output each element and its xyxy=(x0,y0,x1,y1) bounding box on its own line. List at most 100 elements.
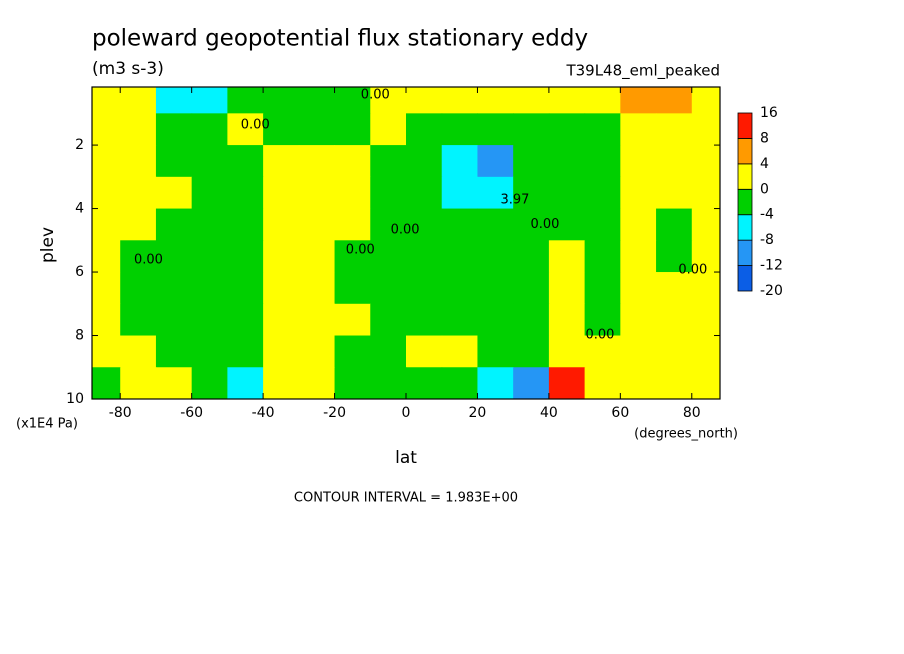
field-cell xyxy=(441,113,478,146)
y-units: (x1E4 Pa) xyxy=(16,417,78,432)
field-cell xyxy=(92,303,121,337)
field-cell xyxy=(370,113,407,146)
colorbar-swatch xyxy=(737,188,753,216)
run-label: T39L48_eml_peaked xyxy=(565,62,720,81)
field-cell xyxy=(584,240,621,273)
field-cell xyxy=(691,303,720,337)
field-cell xyxy=(620,113,657,146)
field-cell xyxy=(691,145,720,178)
field-cell xyxy=(513,335,550,368)
field-cell xyxy=(263,303,300,337)
field-cell xyxy=(513,176,550,210)
field-cell xyxy=(155,176,193,210)
x-tick-label: -40 xyxy=(252,405,275,421)
field-cell xyxy=(191,145,228,178)
field-cell xyxy=(406,272,443,305)
field-cell xyxy=(263,272,300,305)
colorbar-swatch xyxy=(737,138,753,165)
field-cell xyxy=(513,303,550,337)
field-cell xyxy=(406,367,443,399)
x-tick-label: 40 xyxy=(540,405,558,421)
contour-label: 0.00 xyxy=(530,217,559,232)
field-cell xyxy=(370,240,407,273)
field-cell xyxy=(477,335,514,368)
field-cell xyxy=(691,367,720,399)
field-cell xyxy=(441,176,478,210)
y-tick-label: 2 xyxy=(75,137,84,153)
field-cell xyxy=(620,240,657,273)
field-cell xyxy=(548,272,586,305)
field-cell xyxy=(263,145,300,178)
field-cell xyxy=(513,208,550,241)
field-cell xyxy=(334,176,371,210)
contour-label: 0.00 xyxy=(134,252,163,267)
field-cell xyxy=(513,145,550,178)
field-cell xyxy=(263,240,300,273)
field-cell xyxy=(92,113,121,146)
field-cell xyxy=(298,240,336,273)
contour-label: 0.00 xyxy=(678,262,707,277)
field-cell xyxy=(691,113,720,146)
field-cell xyxy=(191,303,228,337)
contour-label: 0.00 xyxy=(391,222,420,237)
field-cell xyxy=(120,145,157,178)
field-cell xyxy=(477,87,514,114)
field-cell xyxy=(334,303,371,337)
field-cell xyxy=(334,113,371,146)
field-cell xyxy=(406,240,443,273)
field-cell xyxy=(441,335,478,368)
field-cell xyxy=(406,335,443,368)
field-cell xyxy=(620,145,657,178)
y-tick-label: 10 xyxy=(66,391,84,407)
field-cell xyxy=(441,240,478,273)
field-cell xyxy=(370,176,407,210)
field-cell xyxy=(548,176,586,210)
field-cell xyxy=(92,367,121,399)
colorbar-label: -20 xyxy=(760,283,783,299)
x-tick-label: -60 xyxy=(180,405,203,421)
colorbar-label: -8 xyxy=(760,232,774,248)
contour-label: 0.00 xyxy=(346,242,375,257)
field-cell xyxy=(120,208,157,241)
field-cell xyxy=(155,335,193,368)
field-cell xyxy=(92,87,121,114)
field-cell xyxy=(477,113,514,146)
field-cell xyxy=(620,335,657,368)
field-cell xyxy=(92,176,121,210)
field-cell xyxy=(548,113,586,146)
field-cell xyxy=(227,240,264,273)
field-cell xyxy=(227,367,264,399)
x-axis-label: lat xyxy=(395,448,417,468)
field-cell xyxy=(120,87,157,114)
field-cell xyxy=(406,145,443,178)
field-cell xyxy=(584,176,621,210)
field-cell xyxy=(477,208,514,241)
colorbar-label: -4 xyxy=(760,207,774,223)
field-cell xyxy=(92,240,121,273)
field-cell xyxy=(691,272,720,305)
field-cell xyxy=(227,272,264,305)
field-cell xyxy=(406,176,443,210)
field-cell xyxy=(441,272,478,305)
field-cell xyxy=(155,367,193,399)
field-cell xyxy=(298,176,336,210)
contour-label: 0.00 xyxy=(361,87,390,102)
field-cell xyxy=(441,208,478,241)
chart-title: poleward geopotential flux stationary ed… xyxy=(92,26,588,52)
field-cell xyxy=(441,303,478,337)
field-cell xyxy=(334,87,371,114)
field-cell xyxy=(263,335,300,368)
field-cell xyxy=(370,303,407,337)
field-cell xyxy=(584,272,621,305)
field-cell xyxy=(620,208,657,241)
colorbar-label: 4 xyxy=(760,156,769,172)
field-cell xyxy=(263,113,300,146)
field-cell xyxy=(263,208,300,241)
field-cell xyxy=(120,303,157,337)
field-cell xyxy=(477,176,514,210)
field-cell xyxy=(406,87,443,114)
field-cell xyxy=(263,176,300,210)
field-cell xyxy=(191,240,228,273)
field-cell xyxy=(334,272,371,305)
colorbar-swatch xyxy=(737,265,753,292)
